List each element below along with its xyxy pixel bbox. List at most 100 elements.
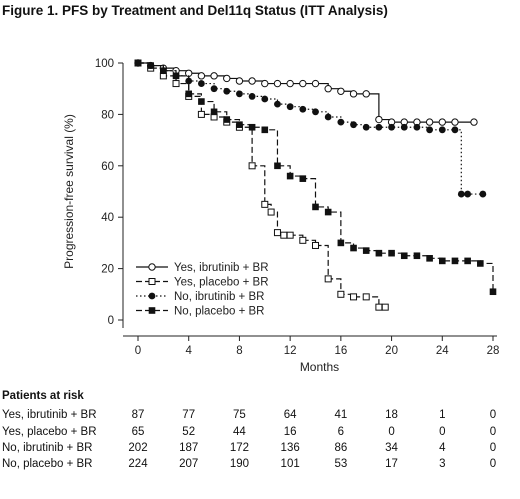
y-tick-label: 60 <box>101 161 114 173</box>
legend-label: No, ibrutinib + BR <box>174 291 264 303</box>
figure-title: Figure 1. PFS by Treatment and Del11q St… <box>2 3 388 18</box>
data-point <box>375 115 383 124</box>
data-point <box>489 288 497 296</box>
data-point <box>337 239 345 247</box>
legend-label: No, placebo + BR <box>174 306 264 318</box>
legend-label: Yes, ibrutinib + BR <box>174 262 269 274</box>
data-point <box>210 72 218 80</box>
x-tick-label: 8 <box>236 345 242 357</box>
risk-value: 75 <box>233 409 246 421</box>
risk-row: No, placebo + BR 224 207 190 101 53 17 3 0 <box>0 458 520 474</box>
data-point <box>172 80 180 88</box>
data-point <box>248 77 256 85</box>
risk-value: 3 <box>439 458 446 470</box>
data-point <box>477 260 484 267</box>
risk-value: 190 <box>229 458 250 470</box>
risk-value: 6 <box>337 426 345 438</box>
data-point <box>375 249 383 257</box>
legend-marker <box>148 278 156 285</box>
data-point <box>438 257 446 265</box>
data-point <box>273 79 282 88</box>
data-point <box>324 275 332 283</box>
data-point <box>362 293 370 301</box>
data-point <box>160 67 167 75</box>
risk-value: 0 <box>439 426 446 438</box>
data-point <box>438 118 446 126</box>
risk-row-label: No, placebo + BR <box>2 458 93 470</box>
risk-value: 34 <box>385 442 398 454</box>
data-point <box>375 303 383 311</box>
data-point <box>286 79 294 88</box>
y-tick-label: 0 <box>108 315 114 327</box>
data-point <box>388 123 395 131</box>
risk-value: 187 <box>179 442 199 454</box>
data-point <box>413 123 421 131</box>
x-tick-label: 24 <box>436 345 449 357</box>
data-point <box>451 118 459 126</box>
data-point <box>479 190 487 198</box>
data-point <box>261 79 269 88</box>
data-point <box>210 108 218 116</box>
risk-value: 172 <box>229 442 250 454</box>
data-point <box>248 162 256 170</box>
x-tick-label: 28 <box>487 345 500 357</box>
legend-item-3: No, ibrutinib + BR <box>136 291 264 303</box>
legend-item-2: Yes, placebo + BR <box>136 277 269 289</box>
data-point <box>286 231 294 239</box>
data-point <box>299 105 307 113</box>
x-tick-label: 16 <box>334 345 347 357</box>
y-tick-label: 20 <box>101 264 114 276</box>
chart-axes: 0 20 40 60 80 100 0 4 8 12 16 20 24 28 Months Progressi… <box>62 58 499 374</box>
data-point <box>362 90 370 98</box>
risk-value: 18 <box>385 409 398 421</box>
data-point <box>197 72 206 80</box>
data-point <box>457 190 465 198</box>
data-point <box>299 236 307 244</box>
y-tick-label: 40 <box>101 212 114 224</box>
data-point <box>350 121 357 129</box>
data-point <box>426 126 434 134</box>
risk-row: Yes, placebo + BR 65 52 44 16 6 0 0 0 <box>0 426 520 442</box>
data-point <box>274 162 281 170</box>
y-tick-label: 100 <box>95 58 114 70</box>
risk-value: 0 <box>388 426 395 438</box>
x-tick-label: 4 <box>186 345 193 357</box>
data-point <box>197 80 205 87</box>
risk-row: No, ibrutinib + BR 202 187 172 136 86 34 4 0 <box>0 442 520 458</box>
data-point <box>185 90 193 98</box>
data-point <box>400 123 408 131</box>
x-tick-label: 0 <box>135 345 141 357</box>
x-tick-label: 12 <box>284 345 297 357</box>
data-point <box>426 255 433 262</box>
legend-label: Yes, placebo + BR <box>174 277 269 289</box>
risk-value: 0 <box>489 426 497 438</box>
data-point <box>400 252 408 260</box>
data-point <box>248 123 256 131</box>
risk-value: 87 <box>131 409 145 421</box>
data-point <box>464 190 472 198</box>
risk-value: 16 <box>283 426 297 438</box>
risk-value: 65 <box>131 426 145 438</box>
data-point <box>337 290 345 298</box>
data-point <box>248 93 256 100</box>
risk-row-label: No, ibrutinib + BR <box>2 442 93 454</box>
y-tick-label: 80 <box>101 109 114 121</box>
legend-marker <box>148 307 156 314</box>
data-point <box>337 118 345 126</box>
data-point <box>261 126 269 134</box>
chart-series <box>134 59 497 311</box>
data-point <box>312 108 319 116</box>
risk-value: 1 <box>439 409 446 421</box>
data-point <box>349 90 358 98</box>
data-point <box>261 95 269 103</box>
data-point <box>286 172 294 180</box>
data-point <box>324 208 332 216</box>
data-point <box>464 257 471 265</box>
data-point <box>451 126 459 134</box>
data-point <box>362 123 370 131</box>
data-point <box>324 113 332 121</box>
data-point <box>197 110 205 118</box>
data-point <box>451 257 459 265</box>
data-point <box>274 100 281 108</box>
legend-item-1: Yes, ibrutinib + BR <box>136 262 269 274</box>
